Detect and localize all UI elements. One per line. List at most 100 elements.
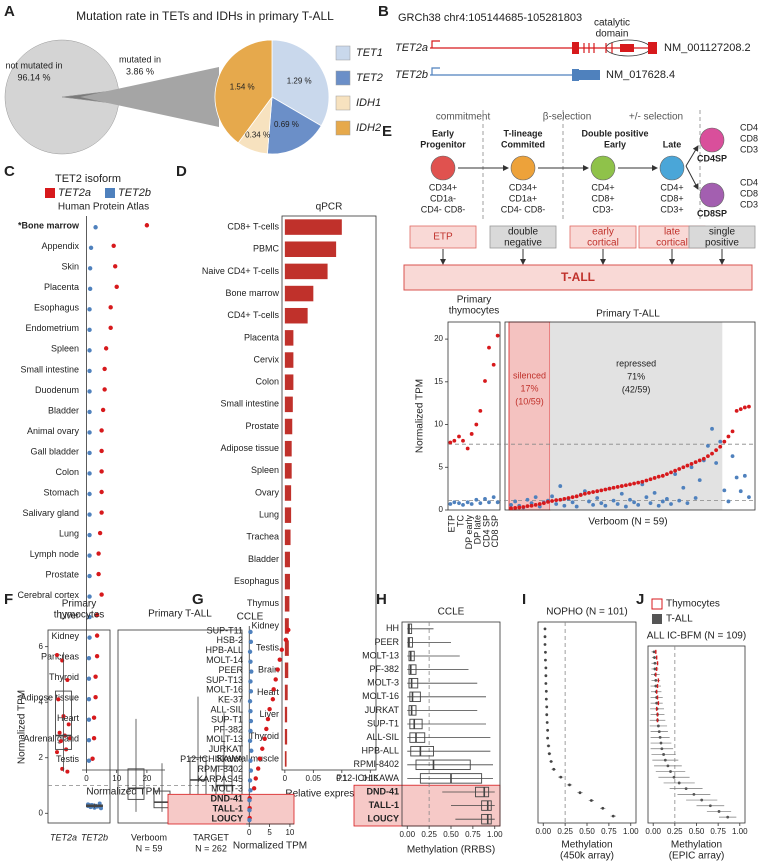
dot	[271, 687, 276, 692]
region-label: 71%	[627, 371, 645, 381]
panel-label: I	[522, 591, 526, 608]
chart-title: Human Protein Atlas	[58, 202, 149, 213]
dot	[545, 705, 549, 709]
dot	[108, 305, 113, 310]
box	[481, 813, 492, 825]
dot	[93, 225, 98, 230]
dot	[93, 694, 98, 700]
dot	[248, 708, 253, 714]
legend-label: Thymocytes	[666, 599, 720, 610]
coordinates: GRCh38 chr4:105144685-105281803	[398, 12, 582, 24]
dot	[611, 498, 616, 503]
category-label: JURKAT	[365, 705, 400, 715]
dot	[544, 666, 548, 670]
dot	[654, 684, 658, 688]
dot	[660, 747, 664, 751]
dot	[546, 728, 550, 732]
dot	[99, 592, 104, 597]
dot	[86, 676, 92, 681]
dot	[103, 346, 109, 351]
dot	[509, 502, 513, 507]
dot	[550, 494, 554, 499]
dot	[660, 473, 665, 478]
bar	[284, 684, 288, 701]
category-label: MOLT-3	[211, 784, 243, 794]
dot	[483, 496, 487, 501]
dot	[99, 428, 104, 433]
x-tick-label: 0.50	[579, 827, 595, 836]
category-label: ALL-SIL	[366, 732, 399, 742]
x-tick-label: 0.15	[363, 774, 379, 783]
chart-title: ALL IC-BFM (N = 109)	[647, 631, 746, 642]
set-label: N = 262	[195, 843, 227, 853]
cell	[590, 155, 616, 181]
legend-label: TET2	[356, 72, 383, 84]
dot	[587, 491, 591, 495]
category-label: Small intestine	[220, 399, 279, 409]
dot	[738, 407, 743, 412]
bar	[284, 285, 314, 302]
category-label: Trachea	[246, 532, 279, 542]
category-label: Liver	[259, 709, 279, 719]
dot	[469, 432, 474, 436]
dot	[251, 786, 257, 791]
dot	[457, 434, 461, 439]
set-label: TET2b	[81, 832, 108, 842]
dot	[465, 446, 470, 451]
dot	[658, 735, 662, 739]
x-tick-label: 0.50	[443, 830, 459, 839]
dot	[247, 738, 253, 744]
dot	[722, 488, 727, 493]
dot	[708, 804, 712, 808]
category-label: Testis	[56, 754, 80, 764]
x-tick-label: 0	[247, 828, 252, 837]
bar	[284, 729, 288, 745]
box	[408, 705, 417, 716]
dot	[640, 479, 645, 484]
exon	[579, 70, 600, 80]
phase-label: commitment	[436, 112, 491, 123]
category-label: Heart	[57, 713, 80, 723]
dot	[615, 485, 620, 489]
dot	[562, 496, 567, 501]
stage-name: T-lineage	[503, 128, 542, 138]
dot	[543, 635, 547, 639]
dot	[87, 635, 92, 640]
stage-name: Commited	[501, 139, 545, 149]
dot	[591, 502, 595, 507]
dot	[611, 485, 616, 490]
dot	[734, 408, 739, 413]
category-label: CD4+ T-cells	[227, 310, 279, 320]
dot	[248, 728, 253, 734]
stage-category: cortical	[656, 238, 688, 249]
dot	[457, 501, 461, 506]
dot	[87, 307, 92, 312]
bar	[284, 529, 291, 546]
dot	[656, 724, 660, 728]
markers: CD4-	[740, 177, 758, 187]
category-label: TALL-1	[213, 804, 243, 814]
legend-swatch	[652, 614, 662, 624]
dot	[672, 775, 676, 779]
x-tick-label: 0.05	[306, 774, 322, 783]
tss-arrow	[431, 40, 440, 48]
dot	[628, 482, 632, 487]
dot	[248, 679, 253, 684]
markers: CD8-	[740, 133, 758, 143]
bar	[284, 618, 289, 634]
dot	[99, 489, 104, 495]
dot	[562, 503, 567, 508]
arrow	[685, 145, 699, 167]
stage-name: Progenitor	[420, 139, 466, 149]
category-label: Bone marrow	[225, 288, 279, 298]
legend-label: IDH1	[356, 97, 381, 109]
dot	[714, 448, 719, 453]
dot	[87, 614, 92, 620]
dot	[663, 758, 667, 762]
category-label: Spleen	[51, 344, 79, 354]
dot	[578, 791, 582, 795]
box	[408, 677, 419, 689]
cell	[510, 155, 536, 181]
cell	[699, 127, 725, 153]
